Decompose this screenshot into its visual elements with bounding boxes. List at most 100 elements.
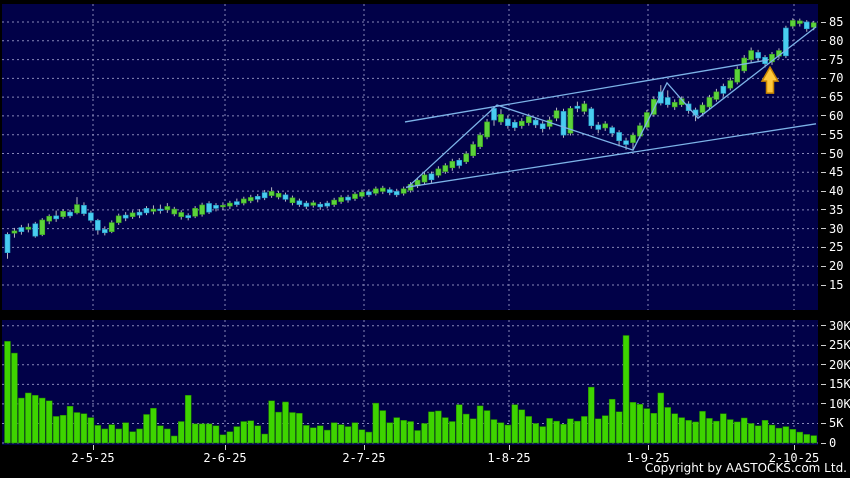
volume-bar <box>678 417 685 444</box>
candle-body <box>345 196 351 201</box>
candle-body <box>115 215 122 223</box>
volume-bar <box>233 426 241 444</box>
axis-tick-dash <box>821 228 826 230</box>
volume-bar <box>581 416 588 444</box>
trendline <box>405 123 817 188</box>
candle-body <box>470 144 476 157</box>
volume-bar <box>699 411 706 444</box>
candle-body <box>102 229 108 234</box>
date-tick <box>225 445 226 450</box>
volume-bar <box>122 422 129 444</box>
volume-bar <box>497 422 505 444</box>
volume-bar <box>560 423 567 444</box>
volume-chart[interactable] <box>2 320 818 445</box>
axis-tick-label: 5K <box>829 416 844 431</box>
volume-bar <box>636 404 644 444</box>
date-tick <box>509 445 510 450</box>
candle-body <box>150 208 157 212</box>
volume-bar <box>546 418 553 444</box>
candle-body <box>567 108 574 134</box>
up-arrow-icon <box>760 65 780 94</box>
candle-body <box>734 69 741 83</box>
candle-body <box>651 99 657 115</box>
axis-tick-label: 75 <box>829 52 844 67</box>
axis-tick-dash <box>821 96 826 98</box>
axis-tick-label: 10K <box>829 396 850 411</box>
candle-body <box>310 202 317 206</box>
axis-tick-label: 45 <box>829 165 844 180</box>
candle-body <box>88 212 94 221</box>
candle-body <box>227 202 233 207</box>
candle-body <box>359 191 365 197</box>
volume-bar <box>372 402 380 444</box>
candle-body <box>810 22 817 28</box>
volume-bar <box>66 405 74 444</box>
date-label: 1-9-25 <box>626 451 670 465</box>
candle-body <box>303 202 310 207</box>
candle-body <box>435 168 442 176</box>
volume-bar <box>456 404 463 444</box>
candle-body <box>247 197 254 202</box>
candle-body <box>275 193 282 198</box>
volume-bar <box>351 422 359 444</box>
candle-body <box>609 127 615 134</box>
volume-bar <box>247 420 254 444</box>
volume-bar <box>365 431 373 444</box>
volume-bar <box>476 405 484 444</box>
volume-pane[interactable] <box>2 320 818 445</box>
candle-body <box>518 120 525 126</box>
candle-body <box>595 124 602 130</box>
volume-bar <box>608 398 616 444</box>
volume-bar <box>268 400 275 444</box>
candle-body <box>539 123 546 130</box>
axis-tick-dash <box>821 422 826 424</box>
volume-bar <box>720 413 727 444</box>
volume-bar <box>706 418 713 444</box>
volume-bar <box>734 421 741 444</box>
volume-bar <box>595 418 602 444</box>
volume-bar <box>87 417 95 444</box>
candle-body <box>234 201 240 205</box>
axis-tick-label: 0 <box>829 436 837 450</box>
axis-tick-dash <box>821 364 826 366</box>
volume-bar <box>796 431 804 444</box>
volume-bar <box>39 397 46 444</box>
volume-bar <box>803 434 810 444</box>
date-tick <box>93 445 94 450</box>
candle-body <box>289 197 296 204</box>
candle-body <box>213 205 219 209</box>
candle-body <box>143 208 150 214</box>
candle-body <box>122 214 129 219</box>
volume-bar <box>212 425 220 444</box>
candle-body <box>46 215 53 222</box>
candle-body <box>386 189 393 193</box>
candle-body <box>463 153 470 163</box>
candle-body <box>644 112 650 128</box>
volume-bar <box>629 402 637 444</box>
axis-tick-dash <box>821 115 826 117</box>
axis-tick-dash <box>821 134 826 136</box>
volume-bar <box>810 435 817 444</box>
volume-bar <box>191 423 199 444</box>
axis-tick-label: 15 <box>829 278 844 292</box>
volume-bar <box>337 424 345 444</box>
candle-body <box>366 191 372 196</box>
volume-bar <box>754 425 762 444</box>
axis-tick-label: 55 <box>829 127 844 142</box>
volume-bar <box>310 427 317 444</box>
axis-tick-label: 65 <box>829 90 844 105</box>
price-pane[interactable] <box>2 4 818 310</box>
volume-bar <box>713 420 720 444</box>
candlestick-chart[interactable] <box>2 4 818 310</box>
candle-body <box>498 114 504 123</box>
candle-body <box>18 227 25 232</box>
axis-tick-dash <box>821 190 826 192</box>
volume-bar <box>379 410 387 444</box>
volume-bar <box>574 420 581 444</box>
candle-body <box>720 85 727 94</box>
candle-body <box>421 174 428 183</box>
candle-body <box>74 204 80 214</box>
volume-bar <box>747 423 755 444</box>
candle-body <box>164 206 171 211</box>
volume-bar <box>226 431 234 444</box>
